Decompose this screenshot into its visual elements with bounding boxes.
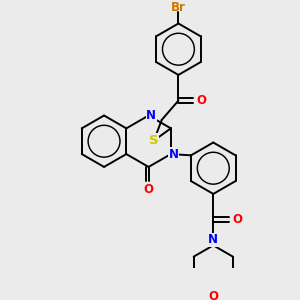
Text: O: O (144, 183, 154, 196)
Text: N: N (169, 148, 178, 160)
Text: N: N (146, 109, 156, 122)
Text: N: N (208, 233, 218, 246)
Text: Br: Br (171, 1, 186, 14)
Text: O: O (196, 94, 206, 107)
Text: O: O (232, 213, 242, 226)
Text: S: S (149, 134, 159, 147)
Text: O: O (208, 290, 218, 300)
